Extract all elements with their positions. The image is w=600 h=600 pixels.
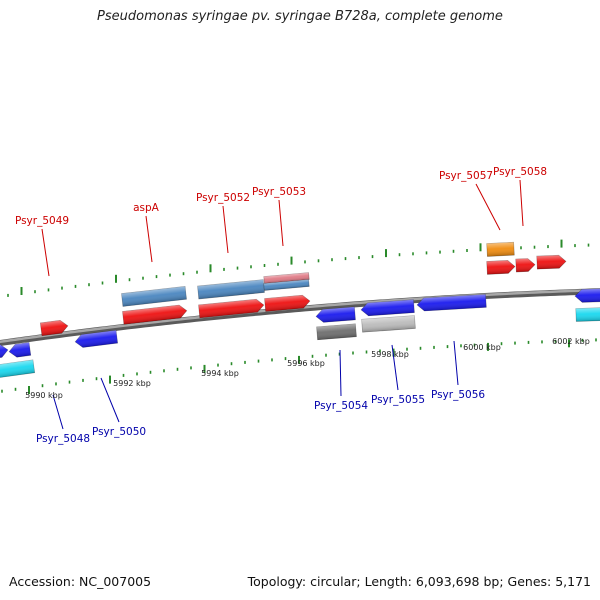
gene-label-psyr-5057[interactable]: Psyr_5057: [439, 170, 493, 182]
gene-lightgray-psyr5055[interactable]: [361, 315, 416, 333]
scale-label: 5996 kbp: [287, 359, 325, 368]
leader-line: [145, 215, 153, 263]
gene-label-aspa[interactable]: aspA: [133, 202, 160, 214]
gene-label-psyr-5053[interactable]: Psyr_5053: [252, 186, 306, 198]
gene-red-psyr5058-a[interactable]: [515, 258, 536, 273]
leader-line: [453, 340, 459, 386]
accession-text: Accession: NC_007005: [9, 574, 152, 589]
gene-red-aspA[interactable]: [122, 304, 188, 325]
gene-red-psyr5052[interactable]: [198, 298, 265, 319]
scale-label: 5998 kbp: [371, 350, 409, 359]
gene-steel-psyr5052[interactable]: [197, 279, 265, 300]
map-title: Pseudomonas syringae pv. syringae B728a,…: [97, 9, 503, 24]
scale-label: 6002 kbp: [552, 337, 590, 346]
gene-label-psyr-5050[interactable]: Psyr_5050: [92, 426, 146, 438]
gene-labels: Psyr_5049 aspA Psyr_5052 Psyr_5053 Psyr_5057…: [15, 166, 547, 445]
gene-label-psyr-5054[interactable]: Psyr_5054: [314, 400, 368, 412]
scale-label: 5992 kbp: [113, 379, 151, 388]
gene-blue-psyr5056[interactable]: [416, 294, 487, 312]
leader-line: [475, 183, 501, 231]
label-leaders: [41, 179, 524, 430]
leader-line: [391, 344, 399, 391]
gene-steel-psyr5053[interactable]: [263, 279, 310, 291]
gene-gray-psyr5054[interactable]: [316, 323, 357, 341]
gene-label-psyr-5049[interactable]: Psyr_5049: [15, 215, 69, 227]
scale-label: 5990 kbp: [25, 391, 63, 400]
gene-label-psyr-5055[interactable]: Psyr_5055: [371, 394, 425, 406]
gene-features[interactable]: [0, 241, 600, 379]
gene-red-psyr5049[interactable]: [39, 319, 69, 337]
gene-orange-psyr5057[interactable]: [486, 241, 515, 257]
tick-row-bottom: [1, 338, 597, 394]
scale-labels: 5990 kbp 5992 kbp 5994 kbp 5996 kbp 5998 kbp…: [25, 337, 590, 400]
gene-label-psyr-5056[interactable]: Psyr_5056: [431, 389, 485, 401]
gene-steel-aspA[interactable]: [121, 286, 187, 307]
gene-label-psyr-5052[interactable]: Psyr_5052: [196, 192, 250, 204]
gene-red-psyr5053[interactable]: [264, 294, 311, 312]
gene-red-psyr5057[interactable]: [486, 260, 516, 275]
gene-cyan-left-edge[interactable]: [0, 359, 36, 379]
leader-line: [41, 228, 50, 277]
gene-blue-psyr5054[interactable]: [315, 306, 356, 323]
scale-label: 6000 kbp: [463, 343, 501, 352]
leader-line: [519, 179, 524, 227]
gene-blue-psyr5050[interactable]: [74, 329, 118, 348]
leader-line: [100, 377, 120, 423]
scale-label: 5994 kbp: [201, 369, 239, 378]
gene-blue-psyr5055[interactable]: [360, 299, 415, 317]
gene-cyan-right-edge[interactable]: [575, 307, 600, 322]
gene-blue-right-edge[interactable]: [574, 288, 600, 303]
gene-pink-psyr5053[interactable]: [263, 272, 310, 284]
genome-summary-text: Topology: circular; Length: 6,093,698 bp…: [247, 574, 591, 589]
gene-label-psyr-5048[interactable]: Psyr_5048: [36, 433, 90, 445]
leader-line: [52, 394, 64, 430]
leader-line: [222, 205, 229, 254]
gene-blue-left-edge[interactable]: [0, 343, 9, 359]
leader-line: [278, 199, 284, 247]
gene-label-psyr-5058[interactable]: Psyr_5058: [493, 166, 547, 178]
gene-red-psyr5058-b[interactable]: [536, 254, 567, 270]
leader-line: [339, 349, 342, 397]
gene-blue-psyr5048[interactable]: [8, 342, 32, 358]
